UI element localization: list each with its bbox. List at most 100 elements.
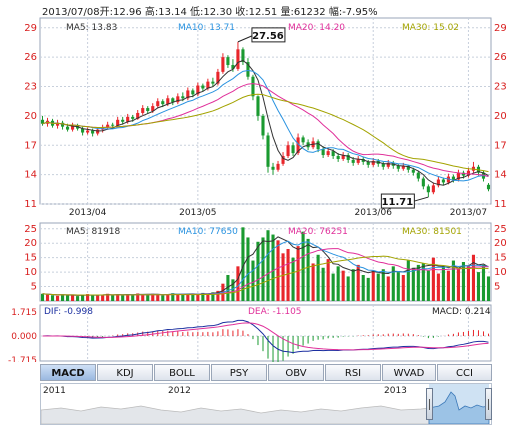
- volume-bar: [116, 294, 120, 301]
- candle-body: [141, 108, 145, 113]
- candle-body: [191, 90, 195, 95]
- navigator-left-handle[interactable]: [426, 388, 433, 420]
- x-axis-date-label: 2013/06: [355, 208, 393, 218]
- navigator-right-handle[interactable]: [485, 388, 492, 420]
- tab-cci[interactable]: CCI: [437, 364, 492, 381]
- candle-body: [426, 186, 430, 193]
- navigator-year: 2011: [43, 386, 66, 396]
- candle-body: [301, 137, 305, 143]
- volume-bar: [151, 293, 155, 301]
- price-tick-label-right: 23: [494, 82, 507, 93]
- volume-bar: [216, 290, 220, 301]
- volume-bar: [356, 264, 360, 301]
- candle-body: [296, 137, 300, 154]
- price-ma5-line: [42, 59, 489, 186]
- price-legend-item: MA5: 13.83: [66, 23, 117, 33]
- min-annotation-label: 11.71: [382, 197, 414, 208]
- tab-obv[interactable]: OBV: [268, 364, 324, 381]
- candle-body: [451, 176, 455, 180]
- low-label: 低:: [190, 7, 204, 18]
- volume-bar: [321, 267, 325, 301]
- tab-boll[interactable]: BOLL: [154, 364, 210, 381]
- volume-bar: [396, 272, 400, 301]
- volume-bar: [411, 267, 415, 301]
- candle-body: [276, 163, 280, 170]
- candle-body: [366, 161, 370, 165]
- tab-kdj[interactable]: KDJ: [97, 364, 153, 381]
- candle-body: [71, 125, 75, 130]
- volume-bar: [251, 260, 255, 301]
- candle-body: [406, 165, 410, 170]
- tab-psy[interactable]: PSY: [211, 364, 267, 381]
- volume-bar: [81, 295, 85, 301]
- volume-bar: [381, 269, 385, 301]
- candle-body: [156, 101, 160, 107]
- volume-panel-frame: [39, 222, 492, 302]
- candle-body: [431, 185, 435, 193]
- price-tick-label-right: 20: [494, 111, 507, 122]
- candle-body: [361, 158, 365, 162]
- volume-bar: [421, 263, 425, 301]
- time-range-navigator[interactable]: 2011 2012 2013: [40, 383, 492, 425]
- volume-bar: [206, 293, 210, 301]
- tab-macd[interactable]: MACD: [40, 364, 96, 381]
- candle-body: [381, 163, 385, 167]
- candle-body: [96, 129, 100, 134]
- volume-bar: [401, 275, 405, 301]
- candle-body: [146, 108, 150, 111]
- navigator-year: 2013: [384, 386, 407, 396]
- quote-info-line: 2013/07/08开:12.96 高:13.14 低:12.30 收:12.5…: [42, 3, 378, 18]
- volume-bar: [461, 262, 465, 301]
- candle-body: [316, 141, 320, 150]
- price-legend-item: MA10: 13.71: [178, 23, 235, 33]
- tab-wvad[interactable]: WVAD: [382, 364, 436, 381]
- price-tick-label-right: 14: [494, 170, 507, 181]
- candle-body: [231, 64, 235, 69]
- price-tick-label-left: 26: [24, 52, 37, 63]
- candle-body: [171, 98, 175, 103]
- volume-bar: [211, 292, 215, 301]
- volume-bar: [266, 230, 270, 301]
- volume-bar: [456, 269, 460, 301]
- volume-bar: [416, 264, 420, 301]
- price-tick-label-left: 11: [24, 199, 37, 210]
- volume-bar: [60, 294, 65, 301]
- macd-dif-legend: DIF: -0.998: [44, 307, 93, 317]
- candle-body: [181, 96, 185, 99]
- volume-bar: [131, 294, 135, 301]
- candle-body: [60, 122, 65, 127]
- candle-body: [81, 128, 85, 133]
- price-legend-item: MA30: 15.02: [402, 23, 459, 33]
- tab-rsi[interactable]: RSI: [325, 364, 381, 381]
- candle-body: [436, 179, 440, 186]
- volume-tick-label-left: 15: [24, 253, 37, 264]
- volume-bar: [386, 276, 390, 301]
- price-ma20-line: [42, 83, 489, 177]
- volume-bar: [311, 263, 315, 301]
- volume-bar: [256, 241, 260, 301]
- candle-body: [186, 90, 190, 99]
- volume-bar: [241, 227, 245, 301]
- navigator-overview-line: [41, 384, 490, 424]
- candle-body: [206, 81, 210, 89]
- volume-bar: [426, 270, 430, 301]
- price-tick-label-right: 17: [494, 140, 507, 151]
- volume-tick-label-right: 5: [494, 282, 500, 293]
- volume-bar: [276, 240, 280, 301]
- price-tick-label-left: 17: [24, 140, 37, 151]
- candle-body: [461, 172, 465, 176]
- volume-bar: [296, 246, 300, 301]
- volume-bar: [406, 260, 410, 301]
- min-annotation-box: [380, 193, 415, 209]
- open-value: 12.96: [113, 7, 142, 18]
- candle-body: [466, 170, 471, 176]
- candle-body: [416, 172, 420, 179]
- candle-body: [236, 49, 240, 69]
- volume-bar: [336, 266, 340, 301]
- volume-bar: [101, 295, 105, 301]
- volume-bar: [196, 294, 200, 301]
- navigator-year: 2012: [168, 386, 191, 396]
- high-value: 13.14: [158, 7, 187, 18]
- volume-bar: [121, 295, 125, 301]
- stock-chart[interactable]: 11 11 14 14 17 17 20 20 23 23 26 26 29 29 2013/04 2013/…: [0, 0, 512, 362]
